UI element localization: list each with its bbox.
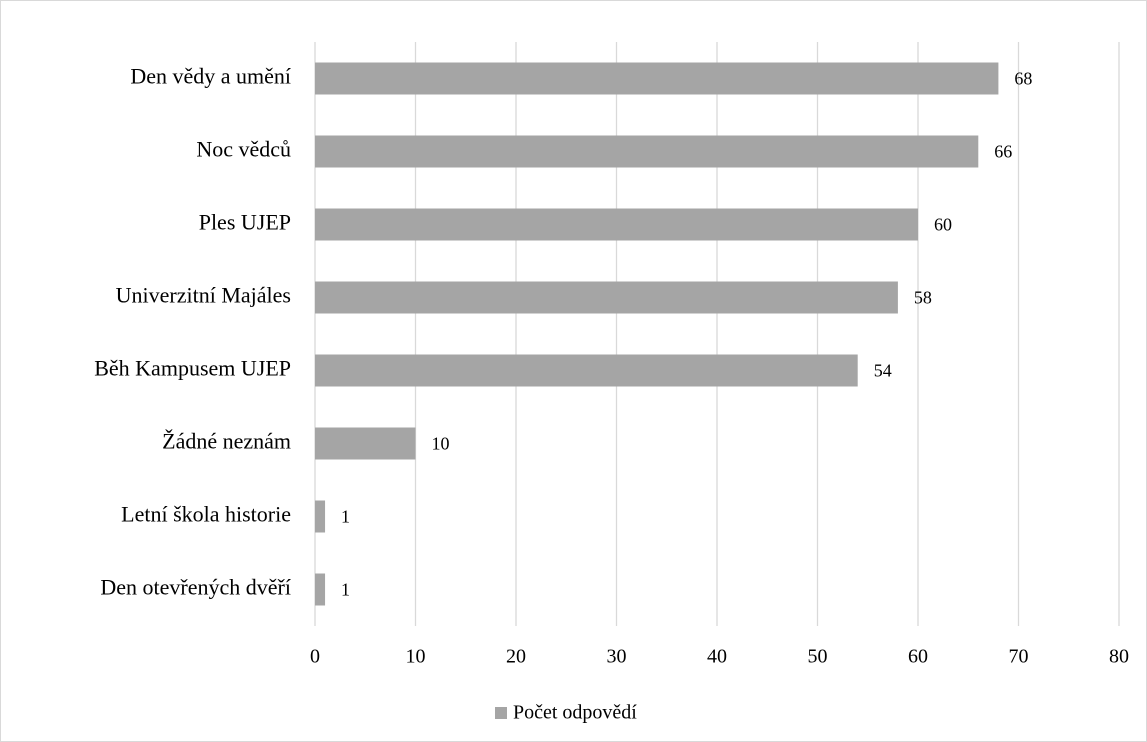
legend-label: Počet odpovědí [513,702,637,724]
bar [315,500,326,533]
y-tick-label: Žádné neznám [162,429,291,454]
y-tick-label: Letní škola historie [121,502,291,527]
bar [315,573,326,606]
x-tick-label: 10 [406,646,426,668]
data-label: 60 [934,215,952,235]
x-tick-label: 40 [707,646,727,668]
x-tick-label: 60 [908,646,928,668]
y-tick-label: Běh Kampusem UJEP [94,356,291,381]
data-label: 54 [874,361,892,381]
bar [315,427,416,460]
x-tick-label: 0 [310,646,320,668]
x-tick-label: 20 [506,646,526,668]
y-tick-label: Den vědy a umění [130,64,291,89]
bar [315,354,858,387]
x-tick-label: 80 [1109,646,1129,668]
y-tick-label: Ples UJEP [199,210,291,235]
bar [315,62,999,95]
data-label: 10 [432,434,450,454]
x-tick-label: 30 [607,646,627,668]
data-label: 1 [341,580,350,600]
x-tick-label: 50 [808,646,828,668]
x-tick-label: 70 [1009,646,1029,668]
legend-swatch [495,707,507,719]
data-label: 1 [341,507,350,527]
data-label: 58 [914,288,932,308]
y-tick-label: Den otevřených dvěří [100,575,291,600]
y-tick-label: Univerzitní Majáles [116,283,291,308]
y-tick-label: Noc vědců [196,137,291,162]
bar [315,281,898,314]
data-label: 68 [1014,69,1032,89]
bar [315,208,918,241]
data-label: 66 [994,142,1012,162]
bar [315,135,979,168]
